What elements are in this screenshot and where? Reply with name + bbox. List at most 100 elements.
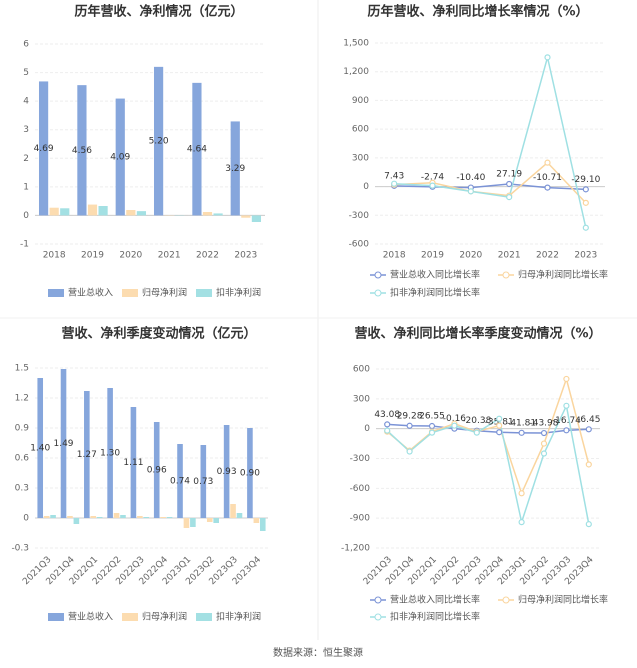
point: [506, 194, 513, 201]
point: [544, 159, 551, 166]
value-label: -41.81: [507, 418, 536, 428]
x-tick-label: 2021: [158, 251, 181, 261]
legend-swatch: [196, 613, 212, 621]
point: [582, 224, 589, 231]
y-tick-label: 0.3: [15, 484, 29, 494]
y-tick-label: 5: [23, 68, 29, 78]
legend-label: 归母净利润同比增长率: [518, 594, 608, 606]
bar: [153, 66, 164, 216]
value-label: 1.11: [123, 458, 143, 468]
legend-label: 营业总收入: [68, 287, 113, 299]
y-tick-label: 6: [23, 40, 29, 50]
y-tick-label: 1.2: [15, 394, 29, 404]
value-label: 0.73: [193, 477, 213, 487]
y-tick-label: 600: [353, 365, 370, 375]
bar: [96, 517, 103, 518]
point: [406, 448, 413, 455]
legend-label: 营业总收入同比增长率: [390, 269, 480, 281]
legend-label: 扣非净利润同比增长率: [390, 611, 480, 623]
x-tick-label: 2022: [536, 251, 559, 261]
y-tick-label: 1,500: [343, 39, 369, 49]
legend-swatch: [374, 271, 382, 279]
line: [394, 183, 586, 191]
bar: [190, 518, 196, 527]
point: [384, 421, 391, 428]
point: [496, 415, 503, 422]
legend-label: 营业总收入同比增长率: [390, 594, 480, 606]
bar: [130, 407, 137, 518]
bar: [192, 82, 202, 216]
bar: [137, 516, 143, 518]
bar: [87, 204, 98, 216]
bar: [143, 517, 150, 518]
point: [429, 182, 436, 189]
value-label: 0.93: [217, 467, 237, 477]
x-tick-label: 2019: [421, 251, 444, 261]
legend-label: 归母净利润: [142, 611, 187, 623]
point: [585, 521, 592, 528]
x-tick-label: 2019: [81, 251, 104, 261]
bar: [38, 81, 49, 216]
point: [544, 184, 551, 191]
point: [467, 188, 474, 195]
value-label: 1.30: [100, 449, 120, 459]
legend-label: 营业总收入: [68, 611, 113, 623]
bar: [43, 516, 50, 518]
bar: [223, 425, 230, 518]
y-tick-label: 1.5: [15, 364, 29, 374]
bar: [115, 98, 125, 216]
point: [473, 429, 480, 436]
y-tick-label: -0.3: [11, 544, 29, 554]
y-tick-label: 0.9: [15, 424, 30, 434]
value-label: 4.56: [72, 146, 92, 156]
bar: [213, 213, 223, 216]
bar: [84, 391, 90, 518]
bar: [160, 517, 166, 518]
legend-swatch: [374, 596, 382, 604]
y-tick-label: 0: [23, 211, 29, 221]
point: [428, 429, 436, 436]
y-tick-label: 1: [23, 182, 29, 192]
bar: [236, 513, 243, 518]
y-tick-label: 0: [363, 182, 369, 192]
legend-label: 归母净利润: [142, 287, 187, 299]
x-tick-label: 2020: [119, 251, 142, 261]
line: [386, 376, 590, 496]
value-label: 43.08: [374, 410, 400, 420]
bar: [153, 422, 160, 518]
point: [518, 429, 525, 436]
point: [384, 427, 391, 434]
bar: [37, 378, 44, 518]
value-label: -2.74: [421, 172, 445, 182]
legend-label: 归母净利润同比增长率: [518, 269, 608, 281]
value-label: 1.40: [30, 444, 50, 454]
value-label: 0.96: [147, 466, 167, 476]
value-label: -20.38: [462, 416, 491, 426]
value-label: -0.16: [443, 414, 467, 424]
y-tick-label: -300: [350, 454, 371, 464]
x-tick-label: 2023: [574, 251, 597, 261]
bar: [230, 504, 236, 518]
chart-title: 历年营收、净利同比增长率情况（%）: [367, 4, 588, 20]
legend-swatch: [502, 596, 510, 604]
y-tick-label: 2: [23, 154, 29, 164]
x-tick-label: 2021: [498, 251, 521, 261]
legend-swatch: [122, 613, 138, 621]
x-tick-label: 2020: [459, 251, 482, 261]
point: [585, 461, 592, 468]
x-tick-label: 2018: [43, 251, 66, 261]
y-tick-label: -900: [350, 514, 371, 524]
chart-title: 营收、净利同比增长率季度变动情况（%）: [354, 326, 601, 342]
value-label: 29.28: [397, 411, 423, 421]
bar: [206, 518, 213, 522]
value-label: 1.49: [53, 439, 73, 449]
point: [582, 186, 589, 193]
value-label: 4.09: [110, 153, 130, 163]
bar: [166, 517, 173, 518]
bar: [60, 369, 67, 518]
bar: [77, 85, 87, 216]
x-tick-label: 2023: [234, 251, 257, 261]
bar: [50, 515, 56, 518]
y-tick-label: 300: [353, 394, 370, 404]
y-tick-label: 300: [352, 153, 369, 163]
